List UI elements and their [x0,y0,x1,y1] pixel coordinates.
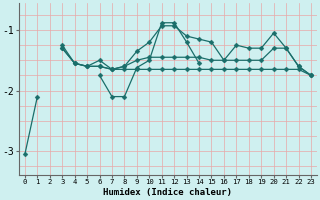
X-axis label: Humidex (Indice chaleur): Humidex (Indice chaleur) [103,188,232,197]
